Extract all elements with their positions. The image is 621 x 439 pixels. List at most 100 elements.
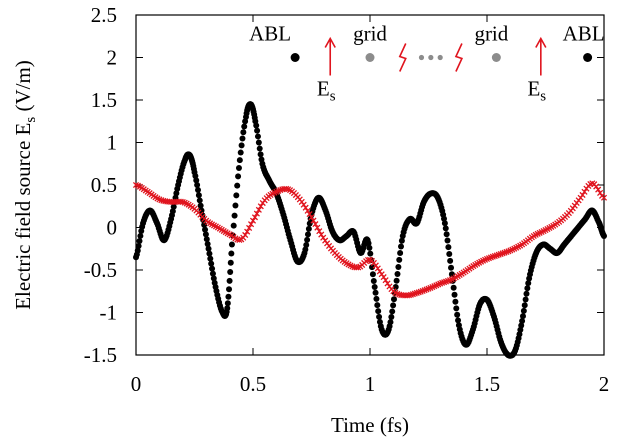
data-point (442, 225, 449, 232)
data-point (521, 302, 528, 309)
data-point (256, 145, 263, 152)
source-label-subscript: s (540, 89, 546, 105)
data-point (195, 187, 202, 194)
data-point (445, 244, 452, 251)
data-point (253, 210, 260, 217)
data-point (205, 245, 212, 252)
data-point (372, 262, 379, 269)
data-point (196, 197, 203, 204)
data-point (227, 259, 234, 266)
data-point (520, 307, 527, 314)
data-point (451, 291, 458, 298)
data-point (374, 265, 381, 272)
data-point (255, 206, 262, 213)
x-tick-label: 1 (365, 372, 376, 396)
data-point (204, 240, 211, 247)
data-point (597, 189, 604, 196)
data-point (134, 247, 141, 254)
source-arrow-head-icon (535, 36, 547, 48)
data-point (446, 251, 453, 258)
data-point (600, 194, 608, 201)
data-point (254, 133, 261, 140)
data-point (525, 280, 532, 287)
data-point (249, 217, 257, 224)
abl-label-left: ABL (249, 22, 291, 46)
source-arrow-head-icon (324, 36, 336, 48)
data-point (198, 207, 205, 214)
data-point (443, 231, 450, 238)
data-point (230, 222, 237, 229)
data-point (448, 264, 455, 271)
data-point (305, 225, 312, 232)
data-point (447, 257, 454, 264)
data-point (522, 296, 529, 303)
abl-label-right: ABL (563, 22, 605, 46)
data-point (441, 220, 448, 227)
data-point (375, 308, 382, 315)
data-point (303, 242, 310, 249)
data-point (203, 236, 210, 243)
data-point (231, 212, 238, 219)
data-point (238, 142, 245, 149)
data-point (601, 233, 607, 239)
data-point (228, 241, 235, 248)
plot-frame (135, 14, 605, 356)
data-point (137, 232, 144, 239)
data-point (518, 322, 525, 329)
data-point (240, 129, 247, 136)
ellipsis-dot (428, 54, 434, 61)
data-point (441, 215, 448, 222)
grid-label-left: grid (353, 22, 387, 46)
data-point (239, 135, 246, 142)
data-point (392, 284, 399, 290)
data-point (372, 289, 379, 296)
data-point (241, 123, 248, 130)
data-point (255, 139, 262, 146)
source-label: Es (527, 77, 546, 105)
data-point (376, 313, 383, 320)
data-point (318, 231, 325, 238)
data-point (389, 308, 396, 315)
data-point (304, 207, 311, 214)
y-tick-label: -1 (100, 301, 118, 325)
data-point (450, 284, 457, 291)
data-point (234, 182, 241, 189)
data-point (224, 305, 231, 312)
break-bolt-right-icon (454, 43, 464, 72)
data-point (454, 311, 461, 318)
source-right: Es (527, 36, 547, 105)
data-point (206, 250, 213, 257)
data-point (257, 203, 264, 210)
data-point (209, 270, 216, 277)
data-point (453, 305, 460, 312)
source-label: Es (317, 77, 336, 105)
ellipsis-dots (418, 54, 443, 61)
y-tick-label: 1 (107, 131, 118, 155)
y-tick-label: 0 (107, 216, 118, 240)
data-point (247, 221, 255, 228)
y-tick-label: 2.5 (91, 3, 117, 27)
data-point (395, 264, 402, 271)
data-point (209, 265, 216, 272)
data-point (523, 290, 530, 297)
data-point (237, 149, 244, 156)
x-tick-label: 2 (599, 372, 610, 396)
ticks (135, 14, 605, 356)
grid-label-right: grid (474, 22, 508, 46)
data-point (595, 186, 602, 193)
y-tick-label: 1.5 (91, 88, 117, 112)
data-point (300, 201, 307, 208)
data-point (227, 268, 234, 275)
data-point (388, 314, 395, 321)
data-point (380, 274, 387, 281)
y-tick-label: -0.5 (84, 258, 117, 282)
data-point (365, 240, 372, 247)
data-point (398, 243, 405, 250)
data-point (236, 236, 243, 244)
data-point (581, 188, 588, 195)
data-point (320, 234, 327, 241)
abl-dot-left (290, 53, 300, 62)
data-point (312, 221, 319, 228)
break-bolt-left-icon (398, 43, 407, 72)
